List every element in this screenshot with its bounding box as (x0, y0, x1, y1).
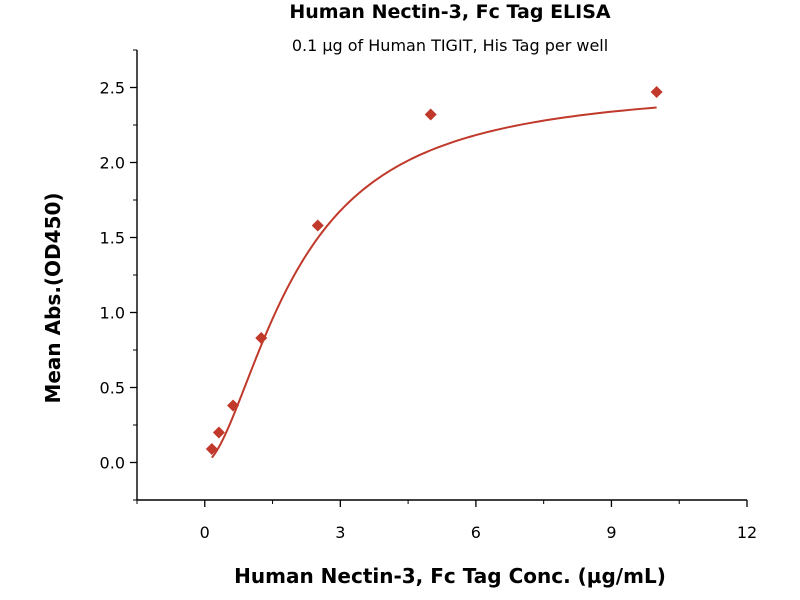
data-point (311, 219, 324, 232)
x-tick-label: 0 (200, 523, 210, 542)
x-tick-label: 9 (606, 523, 616, 542)
y-tick-labels: 0.0 0.5 1.0 1.5 2.0 2.5 (100, 79, 125, 473)
x-tick-label: 6 (471, 523, 481, 542)
chart-title: Human Nectin-3, Fc Tag ELISA (289, 1, 611, 23)
x-axis-label: Human Nectin-3, Fc Tag Conc. (µg/mL) (234, 564, 666, 588)
data-point (212, 426, 225, 439)
data-point (424, 108, 437, 121)
fit-curve (211, 106, 657, 459)
y-tick-label: 0.5 (100, 379, 125, 398)
y-tick-label: 1.0 (100, 304, 125, 323)
data-point (205, 443, 218, 455)
y-tick-label: 2.0 (100, 154, 125, 173)
x-tick-labels: 0 3 6 9 12 (200, 523, 757, 542)
x-tick-label: 3 (335, 523, 345, 542)
data-point (255, 332, 268, 344)
y-tick-label: 0.0 (100, 454, 125, 473)
x-ticks (136, 500, 748, 507)
data-point (650, 86, 663, 98)
chart-subtitle: 0.1 µg of Human TIGIT, His Tag per well (291, 36, 609, 55)
data-points (205, 86, 663, 455)
y-tick-label: 2.5 (100, 79, 125, 98)
y-tick-label: 1.5 (100, 229, 125, 248)
y-axis-label: Mean Abs.(OD450) (41, 192, 65, 404)
data-point (227, 399, 240, 412)
y-ticks (130, 49, 137, 501)
x-tick-label: 12 (737, 523, 757, 542)
